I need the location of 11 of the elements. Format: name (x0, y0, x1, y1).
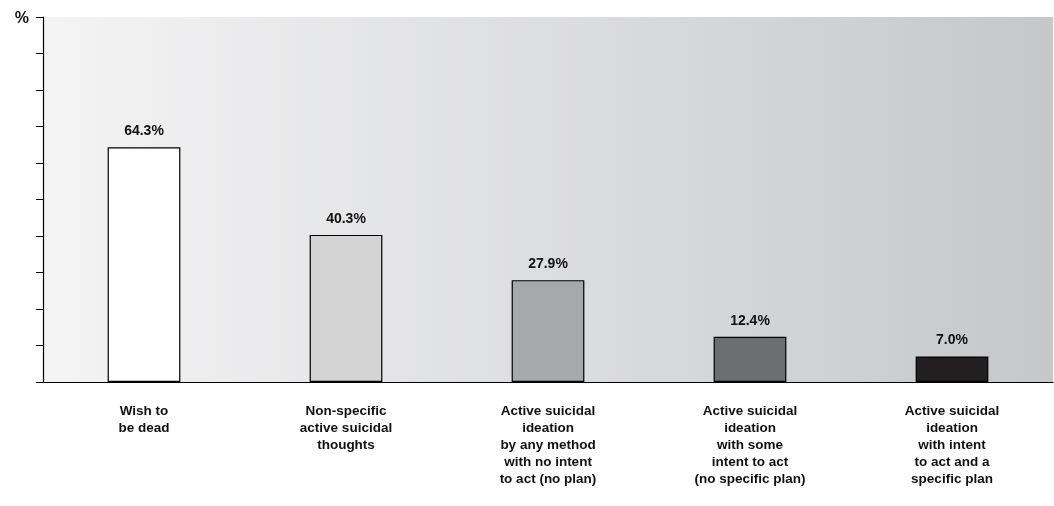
data-label: 27.9% (528, 255, 569, 272)
x-tick-label: Non-specific active suicidal thoughts (299, 403, 393, 452)
data-label: 64.3% (124, 122, 165, 139)
data-label: 40.3% (326, 209, 367, 226)
x-tick-label: Active suicidal ideation by any method with no intent to act (no plan) (499, 403, 597, 486)
x-tick-label: Active suicidal ideation with intent to act and a specific plan (904, 403, 1000, 486)
data-label: 12.4% (730, 311, 771, 328)
y-axis-title: % (14, 8, 29, 26)
x-tick-label: Wish to be dead (118, 403, 170, 435)
data-label: 7.0% (936, 331, 969, 348)
x-tick-label: Active suicidal ideation with some intent to act (no specific plan) (694, 403, 806, 486)
